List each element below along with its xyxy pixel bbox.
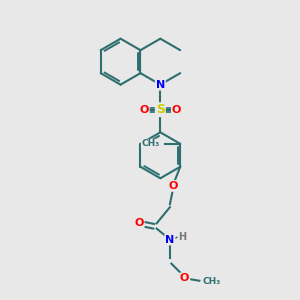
Text: CH₃: CH₃ (203, 277, 221, 286)
Text: N: N (165, 235, 175, 244)
Text: O: O (140, 105, 149, 115)
Text: O: O (134, 218, 144, 228)
Text: H: H (178, 232, 186, 242)
Text: O: O (180, 273, 189, 284)
Text: O: O (168, 181, 178, 191)
Text: CH₃: CH₃ (141, 139, 160, 148)
Text: S: S (156, 103, 165, 116)
Text: O: O (172, 105, 181, 115)
Text: N: N (156, 80, 165, 90)
